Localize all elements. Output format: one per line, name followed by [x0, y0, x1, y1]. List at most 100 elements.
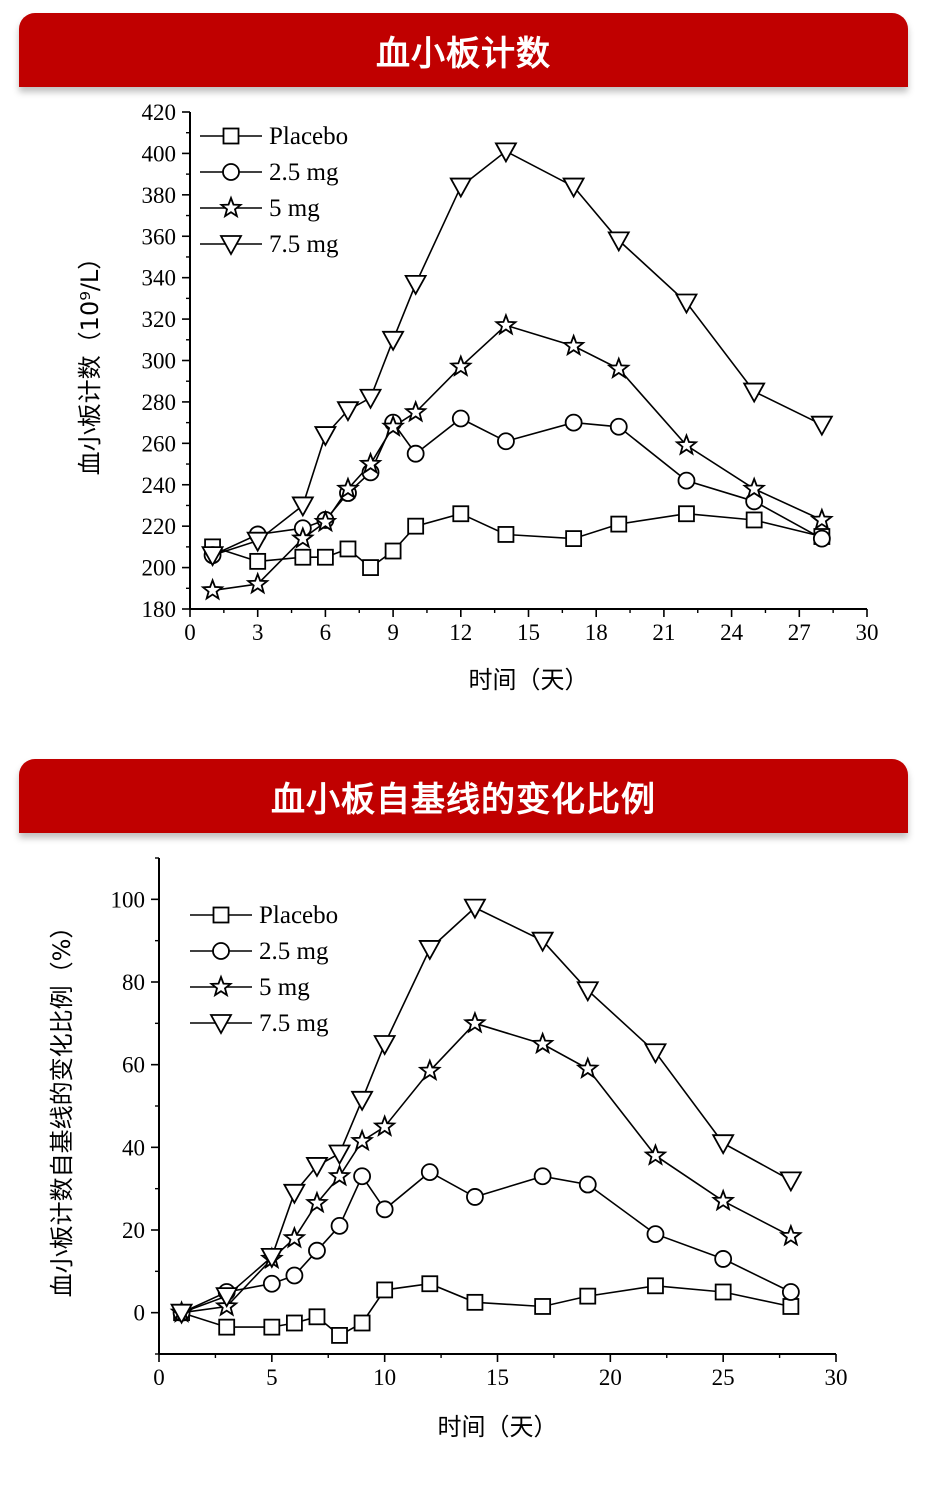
chart2-point-2-5-mg — [375, 1200, 394, 1219]
chart1-y-tick-label: 360 — [142, 224, 177, 249]
chart1-point-placebo — [678, 505, 695, 523]
chart2-y-tick-label: 20 — [122, 1218, 145, 1243]
chart2-x-tick-label: 25 — [712, 1365, 735, 1390]
chart1-point-placebo — [610, 515, 628, 533]
chart1-point-5-mg — [245, 571, 270, 595]
chart2-point-7-5-mg — [170, 1303, 194, 1325]
chart1-point-5-mg — [742, 476, 767, 500]
chart1-y-tick-label: 420 — [142, 100, 177, 125]
chart2-series-markers-placebo — [173, 1275, 800, 1344]
chart2-point-7-5-mg — [779, 1171, 803, 1193]
chart1-point-7-5-mg — [336, 401, 360, 423]
chart1-point-7-5-mg — [404, 274, 428, 296]
chart2-point-placebo — [173, 1304, 190, 1322]
chart2-legend-label-placebo: Placebo — [259, 902, 338, 929]
chart2-x-tick-label: 30 — [825, 1365, 848, 1390]
chart1-point-7-5-mg — [313, 426, 337, 447]
chart2-point-placebo — [534, 1298, 552, 1315]
chart1-y-axis-title: 血小板计数（10⁹/L） — [76, 246, 104, 476]
chart1-point-placebo — [362, 559, 379, 576]
chart2-legend-marker-placebo — [212, 906, 230, 924]
chart2-point-5-mg — [778, 1223, 803, 1247]
chart1-point-2-5-mg — [497, 432, 515, 451]
chart2-legend-label-5-mg: 5 mg — [259, 974, 310, 1001]
chart1-legend-marker-7-5-mg — [219, 235, 243, 256]
chart2-y-axis-title: 血小板计数自基线的变化比例（%） — [48, 915, 76, 1298]
chart1-legend-label-2-5-mg: 2.5 mg — [269, 159, 339, 186]
chart-2-banner-title: 血小板自基线的变化比例 — [19, 759, 908, 833]
chart2-point-placebo — [466, 1293, 484, 1311]
chart2-point-5-mg — [575, 1056, 600, 1079]
chart1-point-2-5-mg — [812, 529, 831, 548]
chart1-point-5-mg — [358, 451, 383, 475]
chart2-point-placebo — [331, 1327, 348, 1344]
chart1-series-markers-7-5-mg — [201, 142, 834, 568]
chart1-point-7-5-mg — [449, 177, 473, 199]
chart1-point-placebo — [316, 548, 334, 566]
chart2-point-2-5-mg — [172, 1303, 191, 1322]
chart1-point-5-mg — [200, 577, 225, 601]
chart2-point-5-mg — [282, 1225, 307, 1249]
chart1-y-tick-label: 280 — [142, 390, 177, 415]
chart1-point-5-mg — [606, 356, 631, 379]
chart2-legend-marker-7-5-mg — [209, 1014, 233, 1035]
chart2-point-placebo — [421, 1275, 439, 1293]
chart1-point-7-5-mg — [810, 415, 834, 437]
chart2-point-2-5-mg — [262, 1274, 281, 1293]
chart2-point-placebo — [353, 1314, 371, 1332]
chart1-x-axis-title: 时间（天） — [469, 666, 589, 694]
chart2-point-2-5-mg — [285, 1266, 304, 1285]
chart2-x-tick-label: 20 — [599, 1365, 622, 1390]
chart2-point-7-5-mg — [215, 1287, 239, 1308]
chart1-x-tick-label: 27 — [788, 620, 811, 645]
chart1-point-7-5-mg — [359, 388, 383, 410]
chart2-point-5-mg — [327, 1163, 352, 1187]
chart1-point-5-mg — [313, 509, 338, 533]
chart1-point-5-mg — [448, 354, 473, 377]
chart1-point-7-5-mg — [201, 546, 225, 568]
chart2-point-7-5-mg — [282, 1183, 306, 1205]
chart2-x-tick-label: 0 — [153, 1365, 165, 1390]
chart2-point-7-5-mg — [350, 1090, 374, 1112]
chart1-point-placebo — [407, 517, 425, 535]
chart1-point-7-5-mg — [246, 531, 270, 553]
chart2-point-2-5-mg — [308, 1241, 326, 1260]
chart2-point-7-5-mg — [305, 1157, 329, 1178]
chart1-point-placebo — [497, 526, 515, 543]
chart2-point-5-mg — [214, 1293, 239, 1317]
chart2-point-2-5-mg — [353, 1167, 372, 1186]
chart2-point-7-5-mg — [711, 1134, 735, 1156]
chart2-series-markers-2-5-mg — [172, 1163, 800, 1322]
chart2-point-5-mg — [169, 1300, 194, 1323]
chart1-y-tick-label: 300 — [142, 349, 177, 374]
chart1-point-5-mg — [561, 333, 586, 357]
chart1-point-2-5-mg — [564, 413, 583, 432]
chart2-point-7-5-mg — [373, 1035, 397, 1056]
chart2-point-2-5-mg — [420, 1163, 439, 1182]
chart2-x-tick-label: 10 — [373, 1365, 396, 1390]
chart-1-banner-title: 血小板计数 — [19, 13, 908, 87]
chart1-point-2-5-mg — [451, 409, 470, 428]
chart1-point-7-5-mg — [494, 142, 518, 164]
chart2-x-tick-label: 5 — [266, 1365, 278, 1390]
chart2-y-tick-label: 100 — [111, 887, 146, 912]
chart1-y-tick-label: 340 — [142, 266, 177, 291]
chart2-point-5-mg — [462, 1010, 487, 1034]
chart2-y-tick-label: 40 — [122, 1135, 145, 1160]
chart2-point-5-mg — [417, 1058, 442, 1082]
chart2-point-placebo — [647, 1277, 664, 1295]
chart2-legend-marker-5-mg — [209, 974, 233, 998]
chart1-point-5-mg — [336, 476, 360, 500]
chart2-series-line-7-5-mg — [181, 906, 792, 1314]
chart1-y-tick-label: 200 — [142, 556, 177, 581]
chart1-x-tick-label: 15 — [517, 620, 540, 645]
chart1-y-tick-label: 400 — [142, 141, 177, 166]
chart2-point-7-5-mg — [418, 940, 442, 961]
chart1-point-placebo — [565, 530, 583, 547]
chart2-legend-marker-2-5-mg — [212, 942, 230, 960]
chart2-point-placebo — [376, 1281, 394, 1299]
chart2-series-markers-5-mg — [169, 1010, 803, 1323]
chart2-legend-label-7-5-mg: 7.5 mg — [259, 1010, 329, 1037]
chart2-point-7-5-mg — [576, 981, 600, 1003]
chart2-point-5-mg — [259, 1246, 284, 1270]
